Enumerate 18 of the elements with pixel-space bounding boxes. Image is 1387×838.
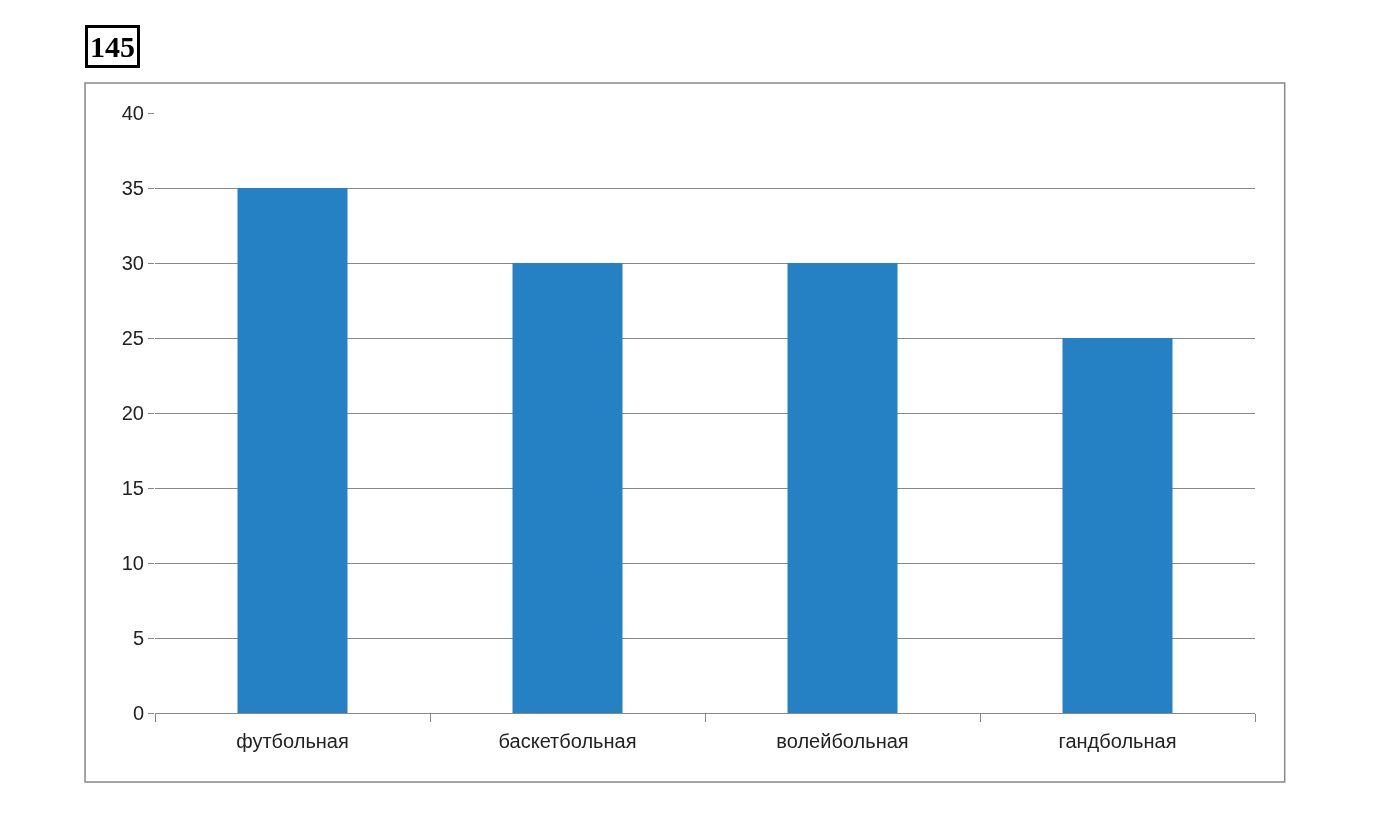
y-tick-label: 5 [132,627,144,649]
bar [237,188,348,713]
y-tick-label: 15 [121,477,144,499]
bar [787,263,898,713]
y-tick-label: 30 [121,252,144,274]
x-tick-label: волейбольная [776,730,909,752]
y-tick-label: 25 [121,327,144,349]
x-tick-label: гандбольная [1058,730,1177,752]
bar [512,263,623,713]
x-tick-label: футбольная [236,730,349,752]
text: 145 [90,30,135,63]
y-tick-label: 20 [121,402,144,424]
y-tick-label: 40 [121,102,144,124]
bar [1062,338,1173,713]
y-tick-label: 35 [121,177,144,199]
x-tick-label: баскетбольная [498,730,637,752]
y-tick-label: 10 [121,552,144,574]
y-tick-label: 0 [132,702,144,724]
